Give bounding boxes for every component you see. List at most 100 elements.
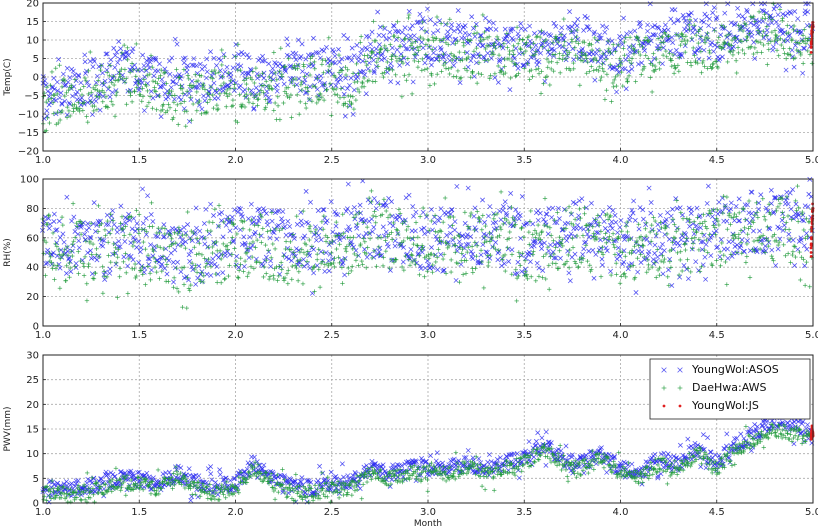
temp-series-0-point-11-22-stroke-b [268, 75, 273, 81]
temp-series-0-point-14-10-stroke-b [317, 55, 323, 61]
temp-series-0-point-7-10-stroke-b [182, 91, 188, 97]
temp-series-0-point-5-3-stroke-b [139, 67, 145, 73]
temp-series-0-point-19-3-stroke-b [408, 33, 414, 39]
temp-series-0-point-3-18-stroke-b [111, 45, 117, 51]
temp-series-0-point-8-23-stroke-b [211, 80, 217, 86]
temp-series-0-point-13-13-stroke-b [300, 68, 305, 74]
temp-series-0-point-14-16-stroke-b [321, 48, 327, 54]
temp-series-0-point-1-14-stroke-b [70, 93, 76, 99]
temp-series-0-point-4-1-stroke-b [118, 46, 124, 52]
temp-series-0-point-3-14-stroke-b [108, 57, 114, 63]
temp-series-0-point-22-15-stroke-b [475, 51, 481, 57]
temp-series-0-point-21-5-stroke-b [448, 26, 454, 32]
temp-series-0-point-1-23-stroke-b [76, 73, 82, 79]
temp-series-0-point-13-24-stroke-b [308, 52, 314, 58]
temp-series-0-point-5-22-stroke-b [152, 55, 158, 61]
temp-series-0-point-22-17-stroke-b [476, 54, 482, 59]
temp-series-0-point-3-9-stroke-b [104, 67, 110, 73]
temp-series-0-point-11-2-stroke-b [253, 85, 259, 91]
temp-series-0-point-16-18-stroke-b [362, 72, 368, 78]
temp-series-0-point-8-2-stroke-b [195, 85, 201, 91]
temp-series-0-point-3-11-stroke-b [106, 62, 112, 68]
temp-series-0-point-2-20-stroke-b [93, 80, 99, 86]
temp-series-0-point-16-3-stroke-b [350, 111, 356, 117]
temp-series-0-point-20-3-stroke-b [428, 17, 434, 23]
temp-series-0-point-11-21-stroke-b [267, 98, 273, 104]
temp-series-0-point-7-15-stroke-b [186, 90, 192, 96]
temp-series-0-point-21-14-stroke-b [455, 7, 461, 13]
temp-series-0-point-1-17-stroke-b [72, 72, 78, 78]
temp-series-0-point-19-20-stroke-b [420, 45, 426, 51]
temp-series-0-point-18-1-stroke-b [388, 79, 394, 85]
temp-series-0-point-1-10-stroke-b [67, 101, 73, 107]
temp-series-0-point-2-0-stroke-b [78, 80, 84, 86]
temp-series-0-point-0-16-stroke-b [51, 86, 57, 92]
temp-series-0-point-15-6-stroke-b [333, 83, 339, 89]
temp-series-0-point-10-22-stroke-b [248, 67, 254, 73]
temp-series-0-point-9-14-stroke-b [224, 64, 230, 70]
temp-series-0-point-6-21-stroke-b [171, 96, 177, 102]
temp-ytick-label-3: −5 [24, 91, 39, 102]
temp-series-0-point-20-18-stroke-b [438, 47, 444, 53]
temp-series-0-point-12-18-stroke-b [284, 52, 290, 58]
temp-series-0-point-4-0-stroke-b [117, 56, 123, 62]
temp-series-0-point-3-22-stroke-b [114, 49, 120, 55]
temp-series-0-point-13-2-stroke-b [291, 54, 297, 60]
temp-series-0-point-16-22-stroke-b [364, 46, 370, 52]
temp-series-0-point-10-3-stroke-b [235, 62, 241, 68]
temp-series-0-point-16-23-stroke-b [365, 66, 371, 72]
temp-series-0-point-9-24-stroke-b [231, 88, 237, 94]
temp-series-0-point-4-10-stroke-b [124, 49, 130, 55]
temp-series-0-point-8-5-stroke-b [197, 61, 203, 67]
temp-series-0-point-13-7-stroke-b [295, 37, 301, 43]
temp-series-0-point-21-18-stroke-b [457, 80, 463, 86]
temp-series-0-point-8-6-stroke-b [199, 106, 205, 112]
temp-series-0-point-2-19-stroke-b [93, 98, 99, 104]
temp-series-0-point-19-2-stroke-b [407, 26, 413, 32]
temp-series-0-point-18-4-stroke-b [389, 45, 395, 51]
temp-series-0-point-21-24-stroke-b [462, 23, 468, 29]
temp-series-0-point-18-16-stroke-b [398, 51, 404, 57]
temp-series-0-point-5-14-stroke-b [146, 56, 152, 62]
temp-series-0-point-21-8-stroke-b [451, 62, 457, 68]
temp-series-0-point-0-15-stroke-b [51, 75, 57, 81]
temp-series-0-point-3-20-stroke-b [112, 52, 118, 58]
temp-series-0-point-15-16-stroke-b [341, 91, 347, 97]
temp-series-0-point-21-4-stroke-b [447, 34, 453, 40]
temp-series-0-point-0-8-stroke-b [46, 93, 52, 99]
temp-series-0-point-17-14-stroke-b [377, 24, 383, 30]
temp-series-0-point-16-11-stroke-b [356, 55, 362, 61]
temp-series-0-point-10-4-stroke-b [236, 51, 242, 57]
temp-series-0-point-11-12-stroke-b [261, 75, 267, 81]
temp-series-0-point-20-10-stroke-b [432, 46, 438, 52]
temp-series-0-point-4-12-stroke-b [126, 53, 132, 59]
temp-series-0-point-15-9-stroke-b [336, 46, 342, 52]
temp-series-0-point-4-19-stroke-b [132, 62, 138, 68]
temp-series-0-point-5-20-stroke-b [151, 73, 157, 79]
temp-series-0-point-15-21-stroke-b [345, 86, 350, 91]
temp-series-0-point-0-14-stroke-b [51, 96, 57, 102]
temp-series-2-anchor-0-dot [809, 46, 813, 49]
temp-series-0-point-16-16-stroke-b [360, 58, 366, 64]
temp-series-0-point-16-17-stroke-b [361, 68, 367, 74]
temp-series-0-point-19-16-stroke-b [417, 19, 423, 25]
temp-series-0-point-18-10-stroke-b [394, 47, 400, 53]
temp-series-0-point-20-7-stroke-b [430, 30, 436, 36]
temp-series-0-point-19-0-stroke-b [406, 8, 412, 14]
temp-xtick-label-1: 1.5 [131, 155, 147, 166]
temp-series-0-point-21-23-stroke-b [462, 35, 468, 41]
temp-series-0-point-1-11-stroke-b [67, 75, 73, 81]
temp-series-0-point-8-11-stroke-b [202, 98, 208, 104]
temp-series-0-point-0-22-stroke-b [57, 95, 63, 101]
temp-series-0-point-22-1-stroke-b [464, 50, 470, 56]
temp-series-0-point-7-12-stroke-b [184, 69, 190, 75]
temp-series-0-point-5-10-stroke-b [144, 58, 150, 64]
temp-series-0-point-11-5-stroke-b [256, 88, 262, 94]
temp-series-0-point-8-9-stroke-b [201, 93, 207, 99]
temp-series-0-point-1-4-stroke-b [62, 98, 68, 104]
temp-series-0-point-20-1-stroke-b [425, 55, 431, 61]
temp-series-0-point-10-11-stroke-b [240, 51, 246, 57]
temp-series-0-point-3-19-stroke-b [112, 64, 118, 70]
temp-series-0-point-21-17-stroke-b [457, 29, 463, 35]
temp-series-0-point-18-22-stroke-b [403, 46, 409, 52]
